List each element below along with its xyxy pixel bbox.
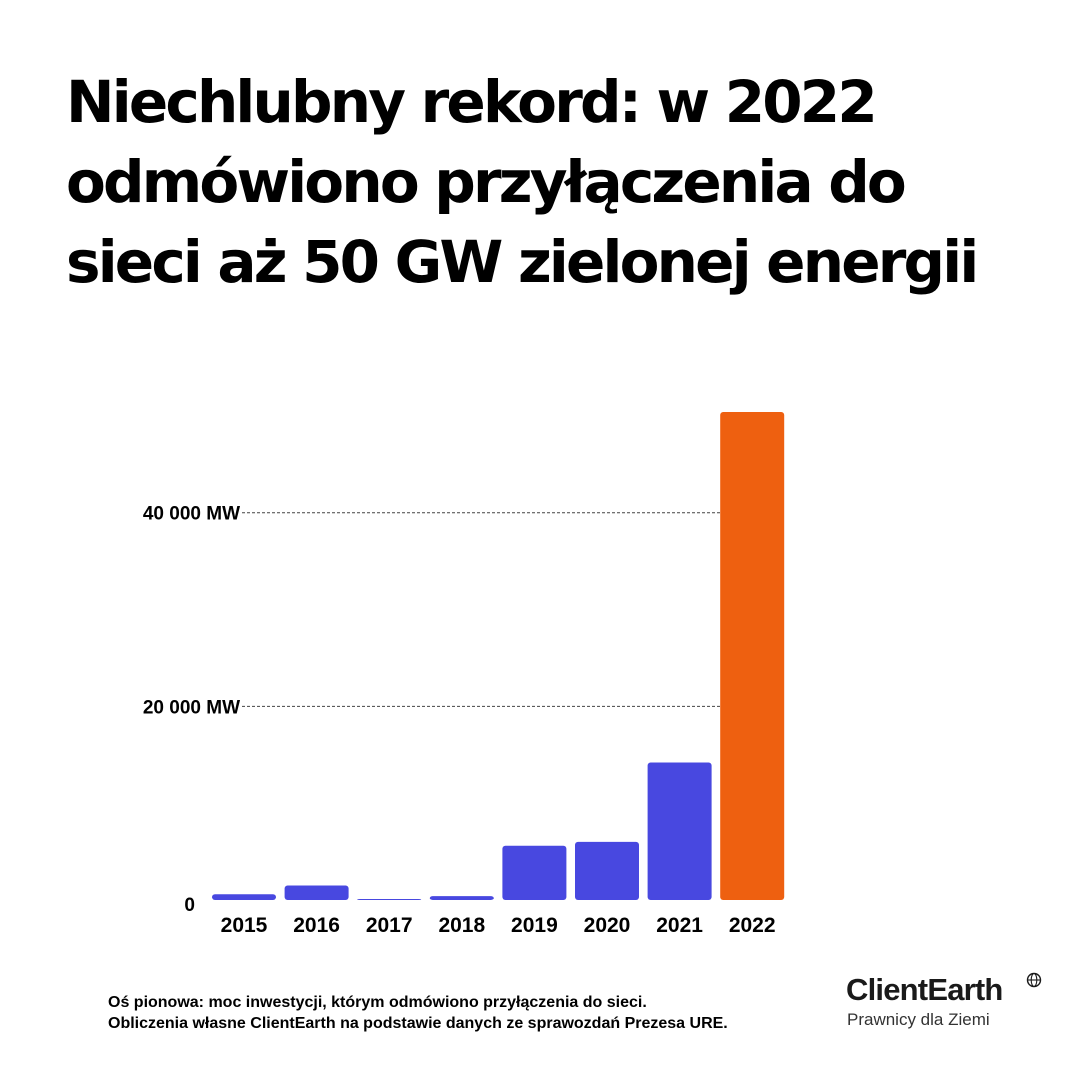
y-tick-label: 40 000 MW xyxy=(143,504,240,525)
x-tick-label: 2018 xyxy=(438,914,485,937)
x-tick-label: 2019 xyxy=(511,914,558,937)
bar-2022 xyxy=(720,412,785,900)
y-tick-label: 20 000 MW xyxy=(143,697,240,718)
bar-2017 xyxy=(357,899,422,901)
clientearth-logo: ClientEarth Prawnicy dla Ziemi xyxy=(846,972,1056,1032)
x-tick-label: 2016 xyxy=(293,914,340,937)
footnote-line-source: Obliczenia własne ClientEarth na podstaw… xyxy=(108,1015,728,1032)
bar-2021 xyxy=(647,762,712,900)
x-tick-label: 2015 xyxy=(221,914,268,937)
bar-2015 xyxy=(212,894,276,900)
x-tick-label: 2020 xyxy=(584,914,631,937)
page-title: Niechlubny rekord: w 2022 odmówiono przy… xyxy=(66,68,979,296)
globe-icon xyxy=(1026,972,1042,988)
footnote: Oś pionowa: moc inwestycji, którym odmów… xyxy=(108,992,828,1034)
bar-2020 xyxy=(575,841,639,900)
logo-name: ClientEarth xyxy=(846,972,1003,1007)
logo-tagline: Prawnicy dla Ziemi xyxy=(847,1010,990,1029)
x-tick-label: 2022 xyxy=(729,914,776,937)
bar-2016 xyxy=(284,885,349,900)
y-tick-label: 0 xyxy=(184,895,195,916)
x-tick-label: 2021 xyxy=(656,914,703,937)
bar-2019 xyxy=(502,845,567,900)
x-tick-label: 2017 xyxy=(366,914,413,937)
footnote-line-axis: Oś pionowa: moc inwestycji, którym odmów… xyxy=(108,994,647,1011)
bar-2018 xyxy=(429,896,494,900)
